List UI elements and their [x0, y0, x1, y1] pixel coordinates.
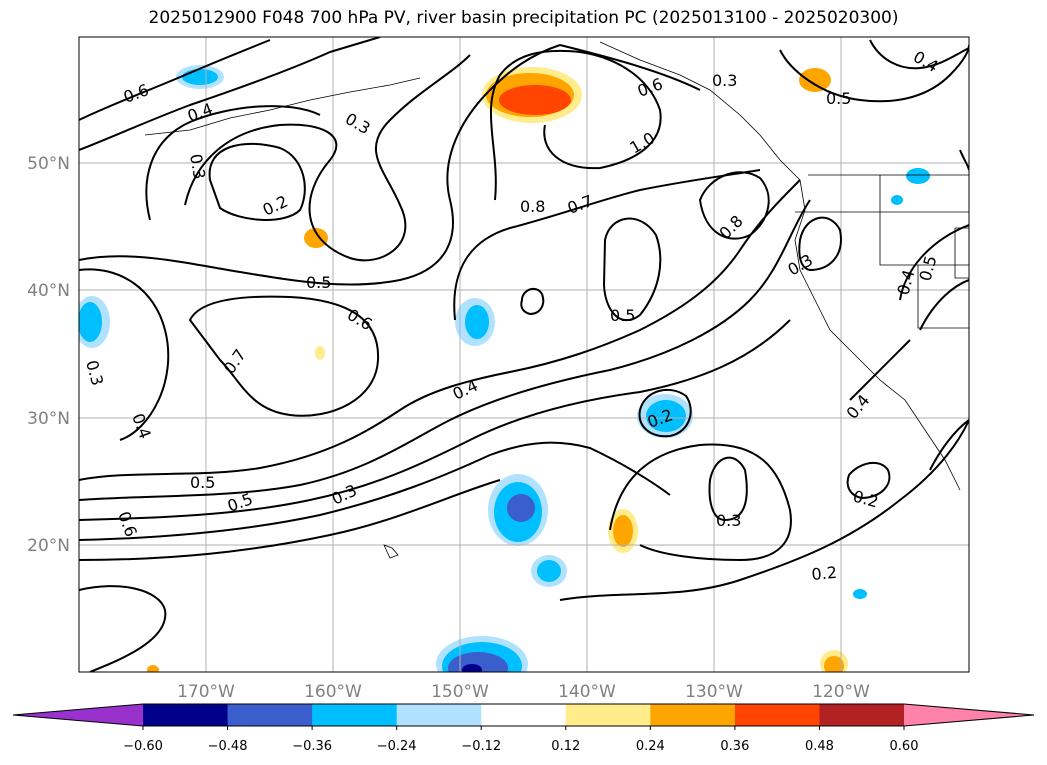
- colorbar-tick-label: 0.12: [551, 739, 580, 754]
- colorbar-tick-label: 0.60: [890, 739, 919, 754]
- colorbar-extend-high: [904, 704, 1034, 726]
- colorbar-extend-low: [13, 704, 143, 726]
- contour-label: 0.3: [82, 358, 107, 388]
- lon-label: 170°W: [177, 682, 235, 702]
- colorbar-tick-label: −0.12: [461, 739, 501, 754]
- colorbar-tick-label: −0.24: [377, 739, 417, 754]
- contour-label: 0.7: [220, 346, 250, 378]
- lat-label: 50°N: [27, 154, 70, 174]
- contour-label: 0.3: [342, 109, 374, 138]
- contour-label: 0.4: [910, 47, 942, 76]
- lon-label: 140°W: [558, 682, 616, 702]
- contour-label: 0.2: [811, 563, 838, 584]
- contour-label: 0.5: [190, 473, 215, 492]
- coastlines: [144, 41, 969, 559]
- colorbar-tick-label: −0.36: [292, 739, 332, 754]
- colorbar: −0.60 −0.48 −0.36 −0.24 −0.12 0.12 0.24 0.36 0.4…: [12, 703, 1035, 754]
- contour-label: 0.2: [260, 192, 291, 220]
- colorbar-bin: [227, 704, 313, 726]
- contour-label: 0.3: [785, 250, 817, 279]
- lon-label: 160°W: [304, 682, 362, 702]
- contour-label: 0.2: [851, 487, 881, 512]
- contour-label: 0.5: [826, 89, 851, 108]
- colorbar-tick-label: −0.60: [123, 739, 163, 754]
- colorbar-bin: [819, 704, 905, 726]
- colorbar-tick-label: −0.48: [208, 739, 248, 754]
- colorbar-bin: [734, 704, 820, 726]
- colorbar-tick-label: 0.24: [636, 739, 665, 754]
- map-title: 2025012900 F048 700 hPa PV, river basin …: [148, 8, 899, 28]
- contour-label: 0.5: [306, 273, 331, 292]
- contour-label: 1.0: [627, 128, 659, 157]
- contour-label: 0.5: [610, 306, 635, 325]
- lat-label: 30°N: [27, 409, 70, 429]
- contour-label: 0.4: [894, 268, 919, 298]
- contour-label: 0.8: [520, 197, 545, 216]
- lon-labels: 170°W 160°W 150°W 140°W 130°W 120°W: [177, 682, 870, 702]
- lat-label: 20°N: [27, 536, 70, 556]
- contour-label: 0.5: [916, 254, 941, 284]
- lon-label: 130°W: [685, 682, 743, 702]
- colorbar-tick-label: 0.36: [720, 739, 749, 754]
- colorbar-bin: [396, 704, 482, 726]
- precip-shading: [79, 65, 930, 672]
- lat-label: 40°N: [27, 281, 70, 301]
- colorbar-tick-label: 0.48: [805, 739, 834, 754]
- colorbar-bin: [565, 704, 651, 726]
- contour-label: 0.7: [565, 191, 595, 218]
- contour-label: 0.6: [114, 509, 141, 539]
- map-frame: [78, 36, 970, 673]
- lon-label: 120°W: [812, 682, 870, 702]
- colorbar-bin: [650, 704, 736, 726]
- contour-label: 0.6: [121, 80, 151, 107]
- lat-labels: 50°N 40°N 30°N 20°N: [27, 154, 70, 556]
- colorbar-bin: [143, 704, 229, 726]
- lon-label: 150°W: [431, 682, 489, 702]
- colorbar-bin: [481, 704, 567, 726]
- map-area: 0.6 0.4 0.3 0.3 0.2 0.5 0.6 0.7 0.3 0.4 …: [79, 37, 969, 672]
- pv-contours: [79, 37, 969, 672]
- contour-label: 0.3: [712, 71, 737, 90]
- contour-label: 0.4: [185, 99, 215, 126]
- contour-label: 0.3: [716, 511, 741, 530]
- colorbar-bin: [312, 704, 398, 726]
- contour-label: 0.3: [186, 152, 209, 180]
